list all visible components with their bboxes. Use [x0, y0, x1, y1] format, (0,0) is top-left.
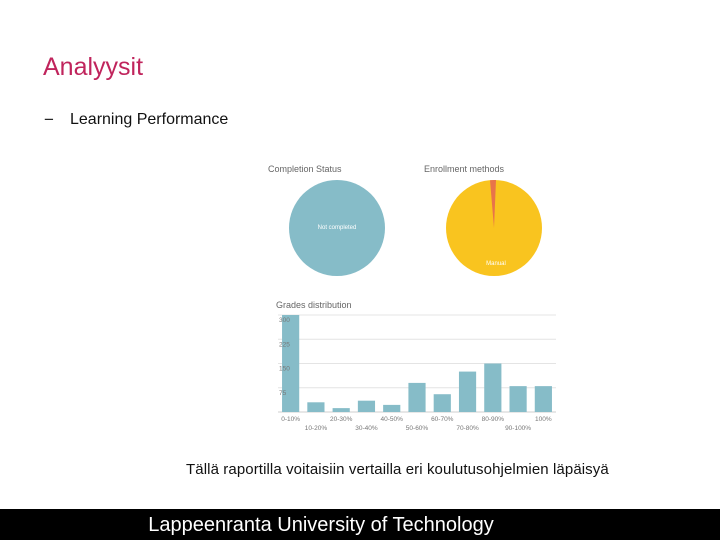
completion-status-title: Completion Status — [268, 164, 342, 174]
footer-university-name: Lappeenranta University of Technology — [148, 514, 494, 536]
bar-0-10% — [282, 315, 300, 412]
x-tick-label: 70-80% — [456, 425, 479, 432]
embedded-report-screenshot: Completion Status Not completed Enrollme… — [268, 164, 556, 432]
slide-title: Analyysit — [43, 53, 144, 81]
x-tick-label: 100% — [535, 416, 552, 423]
bullet-marker: − — [44, 110, 54, 129]
bar-50-60% — [408, 382, 426, 412]
enrollment-pie-label: Manual — [486, 261, 506, 267]
x-tick-label: 0-10% — [281, 416, 300, 423]
bullet-item: − Learning Performance — [44, 110, 228, 130]
enrollment-methods-title: Enrollment methods — [424, 164, 505, 174]
bar-40-50% — [383, 404, 401, 412]
x-tick-label: 40-50% — [381, 416, 404, 423]
bar-30-40% — [357, 400, 376, 412]
y-tick-label: 225 — [279, 341, 290, 348]
completion-pie-label: Not completed — [318, 225, 357, 231]
y-tick-label: 300 — [279, 317, 290, 324]
x-tick-label: 50-60% — [406, 425, 429, 432]
bar-10-20% — [307, 402, 325, 412]
x-tick-label: 20-30% — [330, 416, 353, 423]
y-tick-label: 150 — [279, 366, 290, 373]
grades-bar-chart: 75 150 225 300 0-10% 20-30% 40-50% 60-70% 80-90%… — [278, 314, 556, 432]
bar-100% — [534, 386, 552, 412]
bar-70-80% — [458, 371, 477, 412]
x-tick-label: 90-100% — [505, 425, 531, 432]
bar-90-100% — [509, 386, 527, 412]
footer-bar: Lappeenranta University of Technology — [0, 509, 720, 540]
completion-pie — [289, 180, 385, 276]
bullet-text: Learning Performance — [70, 111, 229, 128]
y-tick-label: 75 — [279, 390, 287, 397]
x-tick-label: 60-70% — [431, 416, 454, 423]
grades-distribution-title: Grades distribution — [276, 300, 352, 310]
enrollment-pie-slice-other — [490, 180, 496, 228]
x-tick-label: 10-20% — [305, 425, 328, 432]
x-tick-label: 80-90% — [482, 416, 505, 423]
slide-caption: Tällä raportilla voitaisiin vertailla er… — [186, 461, 609, 478]
bar-20-30% — [332, 408, 350, 412]
bar-80-90% — [484, 363, 502, 412]
bar-60-70% — [433, 394, 451, 412]
x-tick-label: 30-40% — [355, 425, 378, 432]
